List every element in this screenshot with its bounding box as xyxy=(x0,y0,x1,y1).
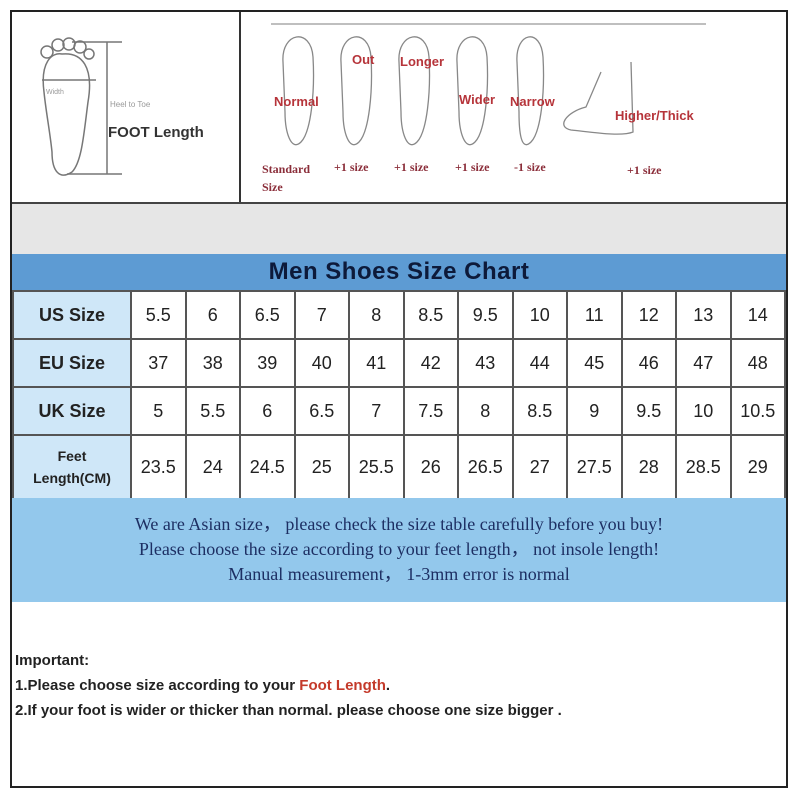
out-size-label: +1 size xyxy=(334,160,369,174)
size-cell: 9.5 xyxy=(620,386,677,436)
size-cell: 45 xyxy=(566,338,623,388)
foot-length-highlight: Foot Length xyxy=(299,677,386,694)
size-cell: 7 xyxy=(348,386,405,436)
chart-title: Men Shoes Size Chart xyxy=(12,254,786,290)
size-cell: 39 xyxy=(239,338,296,388)
narrow-size-label: -1 size xyxy=(514,160,546,174)
size-cell: 8 xyxy=(457,386,514,436)
standard-size-label: Standard Size xyxy=(262,162,311,194)
table-row: Feet Length(CM) 23.5 24 24.5 25 25.5 26 26.5 27 27… xyxy=(12,434,786,500)
size-cell: 40 xyxy=(293,338,350,388)
size-cell: 6 xyxy=(184,290,241,340)
size-cell: 47 xyxy=(675,338,732,388)
size-cell: 10 xyxy=(511,290,568,340)
size-cell: 6.5 xyxy=(239,290,296,340)
heel-to-toe-label: Heel to Toe xyxy=(110,100,151,109)
size-cell: 7.5 xyxy=(402,386,459,436)
normal-label: Normal xyxy=(274,94,319,109)
notes-band: We are Asian size， please check the size… xyxy=(12,498,786,602)
size-table: US Size 5.5 6 6.5 7 8 8.5 9.5 10 11 12 13 14 EU Size 3… xyxy=(12,290,786,500)
size-cell: 10.5 xyxy=(729,386,786,436)
divider-band xyxy=(12,204,786,254)
size-cell: 48 xyxy=(729,338,786,388)
size-cell: 42 xyxy=(402,338,459,388)
foot-outline-icon: Width Heel to Toe FOOT Length xyxy=(40,37,204,176)
important-heading: Important: xyxy=(15,652,90,669)
row-label-line: Length(CM) xyxy=(33,470,111,486)
row-label: EU Size xyxy=(12,338,132,388)
narrow-label: Narrow xyxy=(510,94,555,109)
size-cell: 8.5 xyxy=(402,290,459,340)
foot-types-illustration xyxy=(271,23,706,146)
size-cell: 7 xyxy=(293,290,350,340)
size-cell: 5 xyxy=(130,386,187,436)
table-row: EU Size 37 38 39 40 41 42 43 44 45 46 47 48 xyxy=(12,338,786,388)
foot-type-panel: Width Heel to Toe FOOT Length Normal Out… xyxy=(12,12,786,204)
size-cell: 11 xyxy=(566,290,623,340)
wider-size-label: +1 size xyxy=(455,160,490,174)
size-chart-frame: Width Heel to Toe FOOT Length Normal Out… xyxy=(10,10,788,788)
size-cell: 44 xyxy=(511,338,568,388)
size-cell: 26.5 xyxy=(457,434,514,500)
size-cell: 25.5 xyxy=(348,434,405,500)
size-cell: 13 xyxy=(675,290,732,340)
size-cell: 25 xyxy=(293,434,350,500)
size-cell: 10 xyxy=(675,386,732,436)
higher-thick-label: Higher/Thick xyxy=(615,108,694,123)
size-cell: 8 xyxy=(348,290,405,340)
size-cell: 38 xyxy=(184,338,241,388)
size-cell: 8.5 xyxy=(511,386,568,436)
row-label: US Size xyxy=(12,290,132,340)
wider-label: Wider xyxy=(459,92,495,107)
table-row: UK Size 5 5.5 6 6.5 7 7.5 8 8.5 9 9.5 10 10.5 xyxy=(12,386,786,436)
size-cell: 37 xyxy=(130,338,187,388)
line-text: . xyxy=(385,677,391,694)
size-cell: 27.5 xyxy=(566,434,623,500)
longer-label: Longer xyxy=(400,54,445,69)
size-cell: 5.5 xyxy=(130,290,187,340)
size-cell: 28 xyxy=(620,434,677,500)
important-line-1: 1.Please choose size according to your F… xyxy=(15,673,562,698)
size-cell: 6 xyxy=(239,386,296,436)
out-label: Out xyxy=(352,52,375,67)
size-cell: 41 xyxy=(348,338,405,388)
row-label: Feet Length(CM) xyxy=(12,434,132,500)
size-cell: 9 xyxy=(566,386,623,436)
size-cell: 23.5 xyxy=(130,434,187,500)
longer-size-label: +1 size xyxy=(394,160,429,174)
size-cell: 43 xyxy=(457,338,514,388)
note-line: Please choose the size according to your… xyxy=(138,539,660,559)
size-cell: 46 xyxy=(620,338,677,388)
size-cell: 28.5 xyxy=(675,434,732,500)
size-cell: 5.5 xyxy=(184,386,241,436)
note-line: Manual measurement， 1-3mm error is norma… xyxy=(228,564,570,584)
size-cell: 26 xyxy=(402,434,459,500)
size-cell: 24 xyxy=(184,434,241,500)
row-label: UK Size xyxy=(12,386,132,436)
width-label: Width xyxy=(46,89,64,96)
size-cell: 6.5 xyxy=(293,386,350,436)
foot-measure-diagram: Width Heel to Toe FOOT Length xyxy=(12,12,241,202)
size-cell: 24.5 xyxy=(239,434,296,500)
size-cell: 14 xyxy=(729,290,786,340)
line-text: 1.Please choose size according to your xyxy=(15,677,300,694)
size-cell: 12 xyxy=(620,290,677,340)
higher-size-label: +1 size xyxy=(627,163,662,177)
foot-length-label: FOOT Length xyxy=(108,124,204,141)
table-row: US Size 5.5 6 6.5 7 8 8.5 9.5 10 11 12 13 14 xyxy=(12,290,786,340)
important-line-2: 2.If your foot is wider or thicker than … xyxy=(15,702,562,719)
important-section: Important: 1.Please choose size accordin… xyxy=(15,648,562,723)
size-cell: 9.5 xyxy=(457,290,514,340)
note-line: We are Asian size， please check the size… xyxy=(134,514,664,534)
size-cell: 27 xyxy=(511,434,568,500)
size-cell: 29 xyxy=(729,434,786,500)
row-label-line: Feet xyxy=(57,448,87,464)
